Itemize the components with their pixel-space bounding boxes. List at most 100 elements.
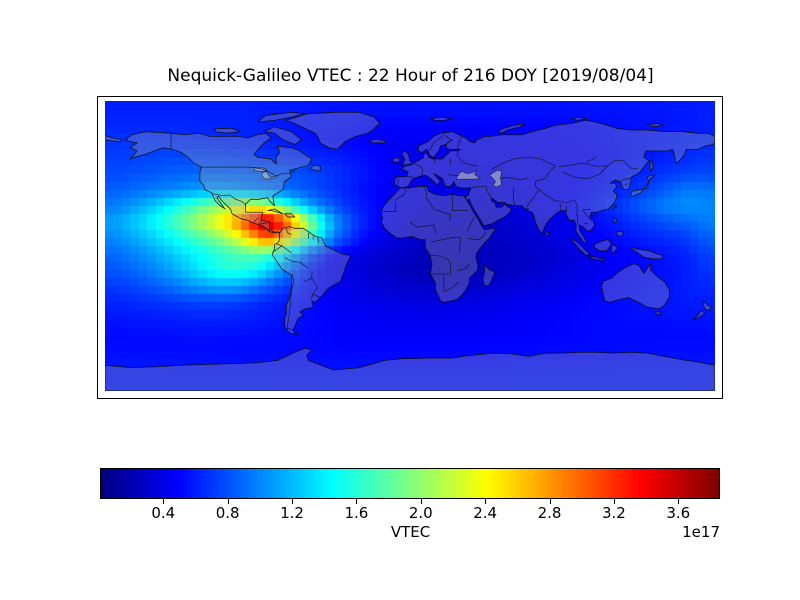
country-border [381,202,395,212]
colorbar-tick-label: 2.8 [537,504,562,522]
country-border [395,189,406,199]
country-border [535,186,574,202]
country-border [457,133,462,149]
landmass-coastline [285,214,295,217]
country-border [434,225,437,234]
country-border [459,238,461,253]
lake [457,170,481,179]
country-border [434,159,435,164]
map-plot-area [97,96,723,399]
colorbar-tick-label: 2.4 [473,504,498,522]
vtec-heatmap [105,101,715,391]
landmass-coastline [125,132,311,234]
country-border [285,258,308,268]
landmass-coastline [105,136,122,142]
landmass-coastline [268,209,283,214]
country-border [444,282,459,292]
country-border [491,157,555,169]
landmass-coastline [381,186,496,302]
country-border [500,178,529,180]
landmass-coastline [617,232,624,237]
country-border [559,163,608,167]
colorbar-tick-label: 1.6 [344,504,369,522]
landmass-coastline [595,214,598,216]
country-border [608,160,638,169]
country-border [279,232,280,233]
landmass-coastline [483,265,495,286]
landmass-coastline [601,264,669,309]
country-border [212,194,246,205]
country-border [274,246,282,252]
country-border [583,209,591,210]
country-border [513,187,515,205]
landmass-coastline [546,232,549,237]
landmass-coastline [395,120,715,243]
country-border [429,135,444,151]
landmass-coastline [613,205,616,209]
country-border [410,222,434,227]
colorbar-tick-label: 1.2 [280,504,304,522]
lake [490,170,502,187]
country-border [431,237,461,242]
country-border [313,294,320,297]
landmass-coastline [215,128,240,133]
landmass-coastline [693,310,705,320]
country-border [414,164,423,176]
country-border [575,200,578,225]
colorbar-tick-label: 3.6 [666,504,691,522]
country-border [398,178,399,185]
landmass-coastline [498,124,525,134]
country-border [471,186,486,187]
landmass-coastline [402,151,412,166]
colorbar-tick-mark [356,499,358,504]
country-border [586,157,596,162]
country-border [430,255,450,274]
colorbar-offset-label: 1e17 [682,523,720,541]
colorbar-tick-label: 3.2 [601,504,626,522]
landmass-coastline [647,124,664,127]
country-border [457,150,462,162]
landmass-coastline [650,159,653,172]
colorbar-tick-mark [420,499,422,504]
country-border [527,190,539,208]
country-border [425,187,427,198]
colorbar-axis-label: VTEC [390,523,431,541]
country-border [583,210,592,221]
colorbar-tick-mark [227,499,229,504]
colorbar-gradient [101,469,719,498]
colorbar-tick-mark [163,499,165,504]
country-border [265,228,270,231]
landmass-coastline [369,140,386,143]
country-border [450,215,451,221]
landmass-coastline [571,117,586,120]
landmass-coastline [656,312,661,315]
country-border [450,159,451,165]
landmass-coastline [588,256,603,261]
country-border [200,167,296,176]
country-border [468,217,474,231]
country-border [446,136,451,140]
chart-title: Nequick-Galileo VTEC : 22 Hour of 216 DO… [167,66,654,86]
colorbar-tick-mark [549,499,551,504]
colorbar-tick-mark [678,499,680,504]
country-border [486,186,491,197]
landmass-coastline [105,348,715,391]
country-border [426,197,451,214]
country-border [287,274,294,330]
landmass-coastline [264,127,301,145]
colorbar-tick-label: 0.4 [151,504,176,522]
landmass-coastline [612,244,619,254]
colorbar [100,468,720,499]
country-border [468,233,487,240]
colorbar-tick-mark [613,499,615,504]
country-border [312,278,318,299]
country-border [621,178,632,182]
colorbar-tick-label: 0.8 [215,504,240,522]
landmass-coastline [613,217,616,223]
country-border [625,184,628,185]
landmass-coastline [595,240,612,251]
colorbar-tick-label: 2.0 [408,504,433,522]
country-border [259,222,269,224]
country-border [463,162,478,166]
country-border [584,223,588,224]
